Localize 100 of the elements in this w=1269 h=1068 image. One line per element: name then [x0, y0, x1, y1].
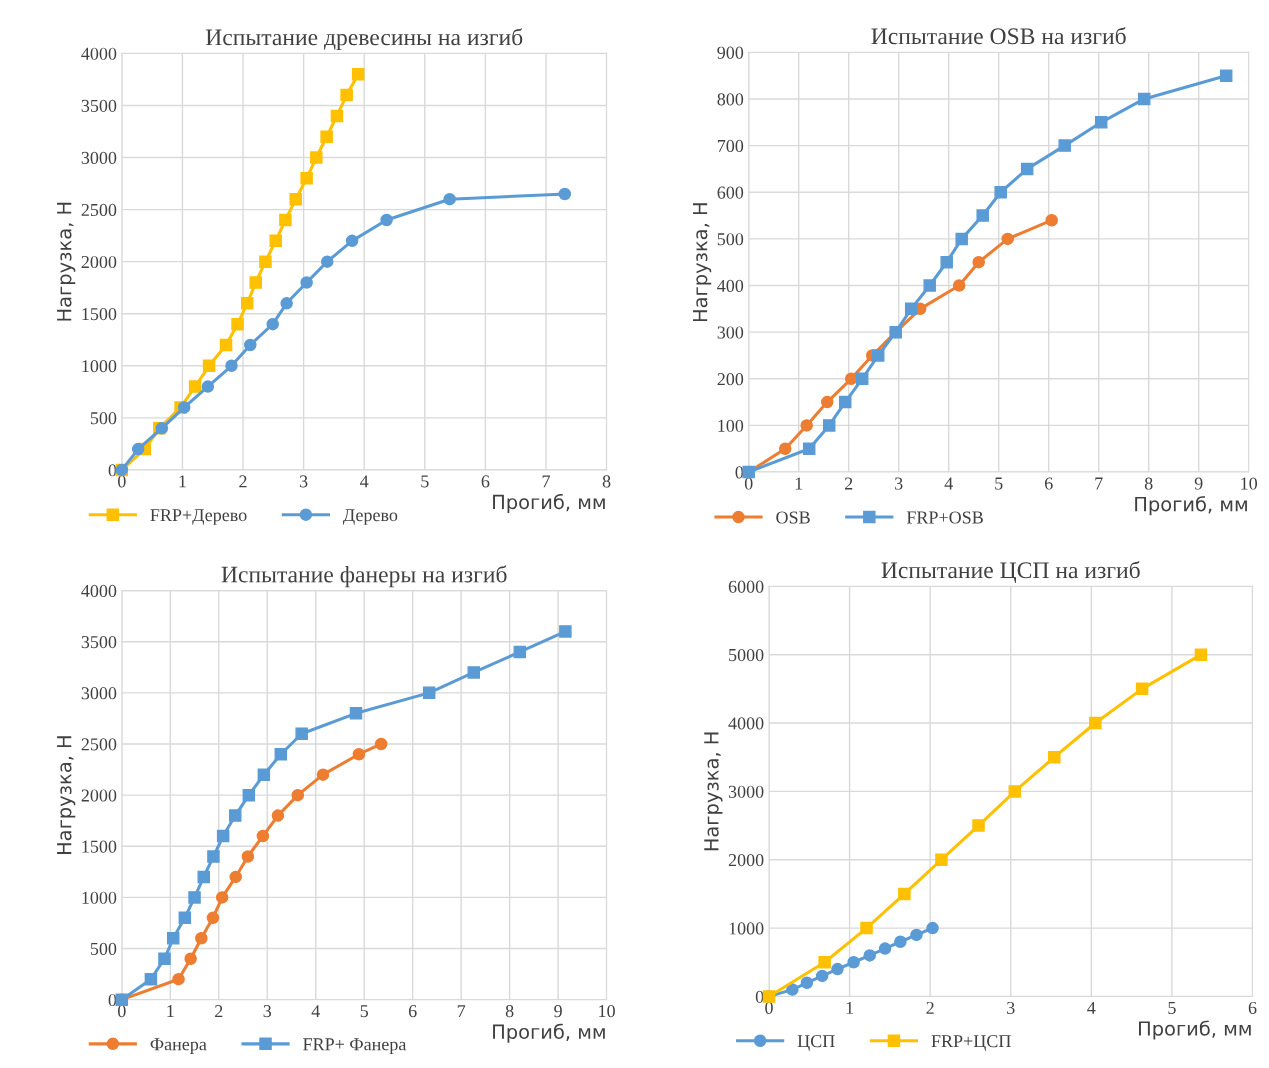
point [1094, 116, 1108, 129]
point [231, 317, 244, 331]
point [229, 809, 242, 822]
point [800, 976, 814, 990]
x-tick-label: 0 [765, 1001, 773, 1015]
x-tick-label: 1 [167, 1005, 174, 1018]
point [831, 962, 844, 976]
point [443, 192, 456, 206]
y-tick-label: 400 [717, 279, 744, 292]
point [206, 911, 220, 925]
point [177, 401, 191, 414]
x-tick-label: 7 [542, 475, 550, 488]
x-tick-label: 8 [602, 475, 611, 488]
y-tick-label: 1500 [82, 840, 117, 853]
chart-title: Испытание древесины на изгиб [205, 28, 523, 51]
legend-label: FRP+Дерево [150, 509, 247, 525]
x-tick-label: 8 [505, 1005, 514, 1018]
point [274, 747, 288, 761]
point [188, 380, 202, 393]
y-tick-label: 1000 [82, 360, 117, 373]
point [1048, 750, 1061, 764]
x-tick-label: 9 [554, 1005, 562, 1018]
point [778, 442, 792, 455]
x-tick-label: 4 [360, 475, 369, 488]
y-tick-label: 1000 [82, 891, 117, 904]
point [166, 932, 180, 945]
x-tick-label: 2 [215, 1005, 223, 1018]
y-tick-label: 6000 [728, 580, 764, 593]
x-tick-label: 10 [599, 1005, 615, 1018]
point [349, 707, 363, 720]
point [225, 359, 238, 373]
point [855, 372, 869, 386]
y-tick-label: 2000 [81, 255, 117, 269]
point [1058, 139, 1071, 152]
point [818, 956, 831, 969]
point [242, 788, 256, 802]
point [923, 279, 936, 292]
point [131, 442, 145, 456]
point [249, 276, 262, 289]
x-tick-label: 6 [481, 475, 490, 488]
point [300, 172, 313, 185]
x-tick-label: 9 [1194, 477, 1203, 490]
point [894, 935, 907, 949]
y-tick-label: 1500 [82, 307, 117, 321]
y-tick-label: 0 [735, 466, 744, 479]
point [422, 686, 436, 700]
point [291, 788, 305, 802]
point [972, 255, 985, 269]
y-axis-title: Нагрузка, Н [692, 203, 712, 322]
legend-label: FRP+ Фанера [303, 1038, 407, 1055]
point [838, 395, 852, 409]
point [822, 419, 836, 432]
y-tick-label: 2500 [81, 738, 117, 751]
point [559, 625, 572, 638]
x-tick-label: 6 [1248, 1001, 1257, 1015]
y-tick-label: 4000 [81, 47, 117, 60]
x-tick-label: 2 [239, 475, 247, 488]
x-tick-label: 3 [895, 477, 903, 490]
y-axis-title: Нагрузка, Н [57, 736, 76, 855]
point [271, 809, 285, 822]
point [300, 276, 313, 289]
point [216, 829, 230, 843]
y-tick-label: 3000 [728, 785, 764, 798]
y-tick-label: 3500 [81, 635, 117, 649]
point [195, 932, 208, 945]
y-tick-label: 800 [717, 93, 744, 106]
point [1089, 716, 1102, 730]
y-tick-label: 3000 [81, 151, 117, 164]
point [178, 911, 192, 925]
point [380, 213, 393, 227]
y-tick-label: 600 [717, 186, 744, 199]
point [256, 829, 270, 843]
point [345, 234, 359, 248]
y-tick-label: 5000 [729, 648, 764, 662]
x-tick-label: 8 [1144, 477, 1153, 490]
point [955, 232, 968, 246]
point [197, 870, 210, 884]
point [320, 130, 333, 143]
point [1001, 232, 1014, 246]
point [269, 234, 282, 248]
point [935, 853, 948, 866]
point [158, 952, 171, 965]
point [316, 768, 330, 781]
x-tick-label: 3 [263, 1005, 272, 1018]
point [1020, 162, 1034, 176]
x-tick-label: 4 [1087, 1001, 1096, 1014]
point [467, 666, 481, 679]
point [330, 109, 344, 123]
y-tick-label: 0 [755, 990, 764, 1003]
point [320, 255, 334, 268]
x-tick-label: 1 [795, 477, 803, 490]
x-tick-label: 10 [1241, 477, 1258, 490]
x-tick-label: 5 [1168, 1002, 1176, 1015]
point [295, 727, 308, 741]
point [241, 297, 254, 310]
y-tick-label: 2000 [728, 854, 764, 867]
point [351, 67, 365, 81]
point [352, 747, 366, 761]
point [786, 983, 799, 996]
y-tick-label: 300 [717, 326, 744, 339]
